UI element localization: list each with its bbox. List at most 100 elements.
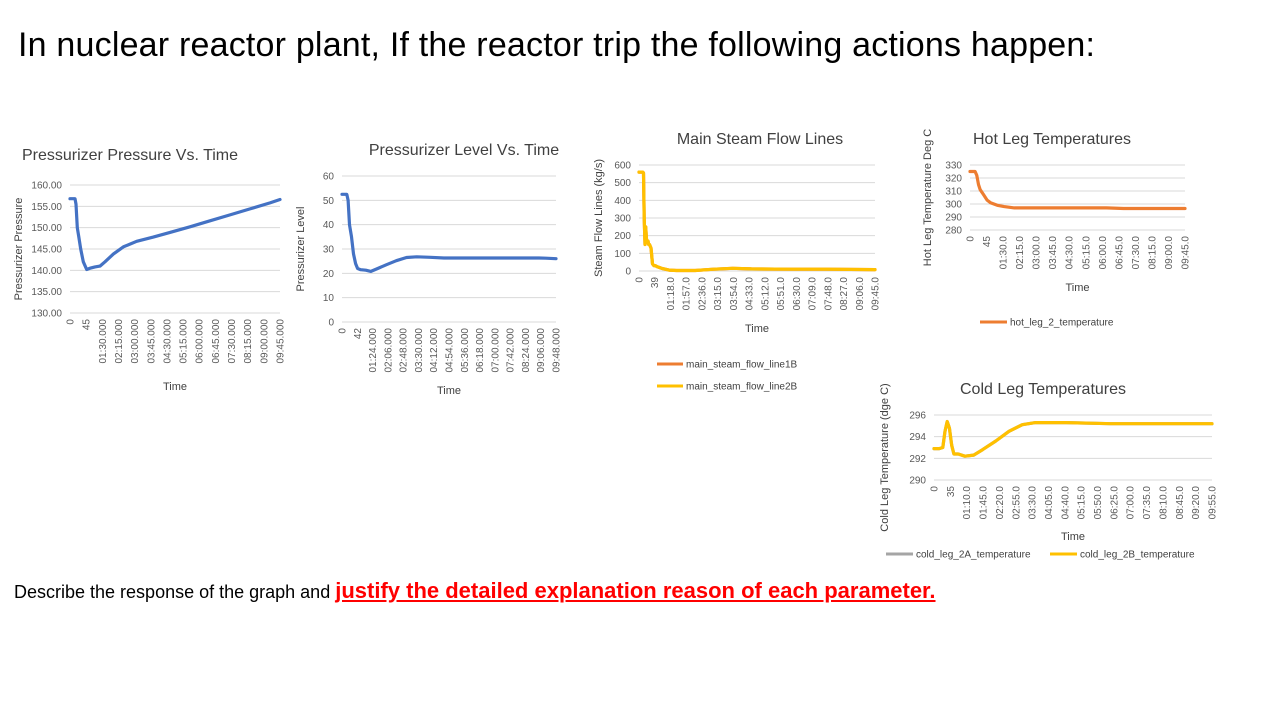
chart-title: Pressurizer Level Vs. Time	[369, 142, 559, 159]
x-tick-label: 07:09.0	[808, 277, 819, 311]
x-axis-title: Time	[1065, 282, 1089, 294]
x-tick-label: 08:45.0	[1175, 486, 1186, 520]
y-tick-label: 290	[909, 476, 926, 487]
x-tick-label: 07:42.000	[506, 328, 517, 373]
x-tick-label: 05:12.0	[760, 277, 771, 311]
x-tick-label: 01:24.000	[368, 328, 379, 373]
prompt-text: Describe the response of the graph and	[14, 582, 336, 602]
y-tick-label: 155.00	[31, 202, 62, 213]
x-tick-label: 08:15.0	[1147, 236, 1158, 270]
x-tick-label: 04:40.0	[1060, 486, 1071, 520]
x-tick-label: 09:00.0	[1164, 236, 1175, 270]
y-tick-label: 0	[328, 318, 334, 329]
x-tick-label: 07:00.0	[1126, 486, 1137, 520]
y-tick-label: 145.00	[31, 245, 62, 256]
series-line-0	[340, 192, 558, 273]
level-chart: Pressurizer Level Vs. Time 60 50 40 30 20 10 0 0…	[286, 130, 566, 400]
x-tick-label: 05:36.000	[460, 328, 471, 373]
y-axis-title: Steam Flow Lines (kg/s)	[593, 159, 605, 277]
x-tick-label: 01:10.0	[962, 486, 973, 520]
y-tick-label: 160.00	[31, 181, 62, 192]
x-tick-label: 07:35.0	[1142, 486, 1153, 520]
x-tick-label: 07:00.000	[490, 328, 501, 373]
x-tick-label: 45	[982, 236, 993, 248]
x-tick-label: 08:15.000	[243, 319, 254, 364]
y-tick-label: 600	[614, 161, 631, 172]
y-tick-label: 40	[323, 220, 335, 231]
y-tick-label: 150.00	[31, 223, 62, 234]
y-tick-label: 30	[323, 245, 335, 256]
y-tick-label: 320	[945, 174, 962, 185]
x-tick-label: 02:15.000	[114, 319, 125, 364]
y-tick-label: 0	[625, 267, 631, 278]
x-tick-label: 03:30.0	[1028, 486, 1039, 520]
slide-title: In nuclear reactor plant, If the reactor…	[18, 26, 1096, 64]
x-tick-label: 08:24.000	[521, 328, 532, 373]
chart-title: Pressurizer Pressure Vs. Time	[22, 147, 238, 164]
y-tick-label: 200	[614, 231, 631, 242]
y-tick-label: 400	[614, 196, 631, 207]
x-tick-label: 01:45.0	[979, 486, 990, 520]
y-axis-title: Hot Leg Temperature Deg C	[922, 129, 934, 266]
x-tick-label: 0	[66, 319, 77, 325]
x-tick-label: 0	[338, 328, 349, 334]
x-tick-label: 06:45.000	[211, 319, 222, 364]
series-line-0	[68, 197, 282, 272]
x-tick-label: 05:51.0	[776, 277, 787, 311]
legend-label: main_steam_flow_line1B	[686, 360, 798, 371]
y-tick-label: 330	[945, 161, 962, 172]
series-line-0	[637, 170, 877, 273]
y-tick-label: 296	[909, 411, 926, 422]
series-line-0	[968, 169, 1187, 211]
x-tick-label: 03:00.0	[1032, 236, 1043, 270]
chart-title: Main Steam Flow Lines	[677, 131, 843, 148]
x-tick-label: 07:48.0	[823, 277, 834, 311]
x-tick-label: 0	[930, 486, 941, 492]
x-axis-title: Time	[163, 381, 187, 393]
x-tick-label: 01:57.0	[682, 277, 693, 311]
x-tick-label: 07:30.0	[1131, 236, 1142, 270]
x-tick-label: 04:30.0	[1065, 236, 1076, 270]
x-tick-label: 05:50.0	[1093, 486, 1104, 520]
y-tick-label: 500	[614, 178, 631, 189]
series-line-0	[932, 419, 1214, 458]
x-tick-label: 04:33.0	[745, 277, 756, 311]
x-tick-label: 02:06.000	[383, 328, 394, 373]
x-tick-label: 04:54.000	[445, 328, 456, 373]
x-axis-title: Time	[1061, 531, 1085, 543]
y-tick-label: 60	[323, 172, 335, 183]
x-tick-label: 01:30.000	[98, 319, 109, 364]
y-tick-label: 100	[614, 249, 631, 260]
x-tick-label: 08:10.0	[1158, 486, 1169, 520]
x-tick-label: 05:15.0	[1077, 486, 1088, 520]
y-tick-label: 20	[323, 269, 335, 280]
y-tick-label: 140.00	[31, 266, 62, 277]
x-tick-label: 09:06.0	[855, 277, 866, 311]
y-tick-label: 290	[945, 213, 962, 224]
x-tick-label: 02:55.0	[1011, 486, 1022, 520]
x-tick-label: 42	[353, 328, 364, 340]
y-tick-label: 50	[323, 196, 335, 207]
x-tick-label: 02:15.0	[1015, 236, 1026, 270]
x-tick-label: 02:20.0	[995, 486, 1006, 520]
x-tick-label: 09:00.000	[259, 319, 270, 364]
y-axis-title: Pressurizer Pressure	[13, 198, 25, 301]
x-tick-label: 06:25.0	[1109, 486, 1120, 520]
task-prompt: Describe the response of the graph and j…	[14, 578, 936, 604]
series-line-1	[932, 419, 1214, 458]
x-tick-label: 06:18.000	[475, 328, 486, 373]
y-tick-label: 310	[945, 187, 962, 198]
steam-flow-chart: Main Steam Flow Lines 600 500 400 300 200 100 0…	[585, 120, 885, 405]
y-tick-label: 135.00	[31, 287, 62, 298]
x-tick-label: 02:36.0	[697, 277, 708, 311]
x-axis-title: Time	[437, 385, 461, 397]
y-axis-title: Pressurizer Level	[295, 207, 307, 292]
x-tick-label: 03:45.0	[1048, 236, 1059, 270]
x-tick-label: 0	[635, 277, 646, 283]
x-tick-label: 02:48.000	[399, 328, 410, 373]
x-tick-label: 05:15.000	[179, 319, 190, 364]
x-tick-label: 01:18.0	[666, 277, 677, 311]
x-tick-label: 45	[82, 319, 93, 331]
x-tick-label: 06:45.0	[1114, 236, 1125, 270]
x-tick-label: 09:45.0	[871, 277, 882, 311]
